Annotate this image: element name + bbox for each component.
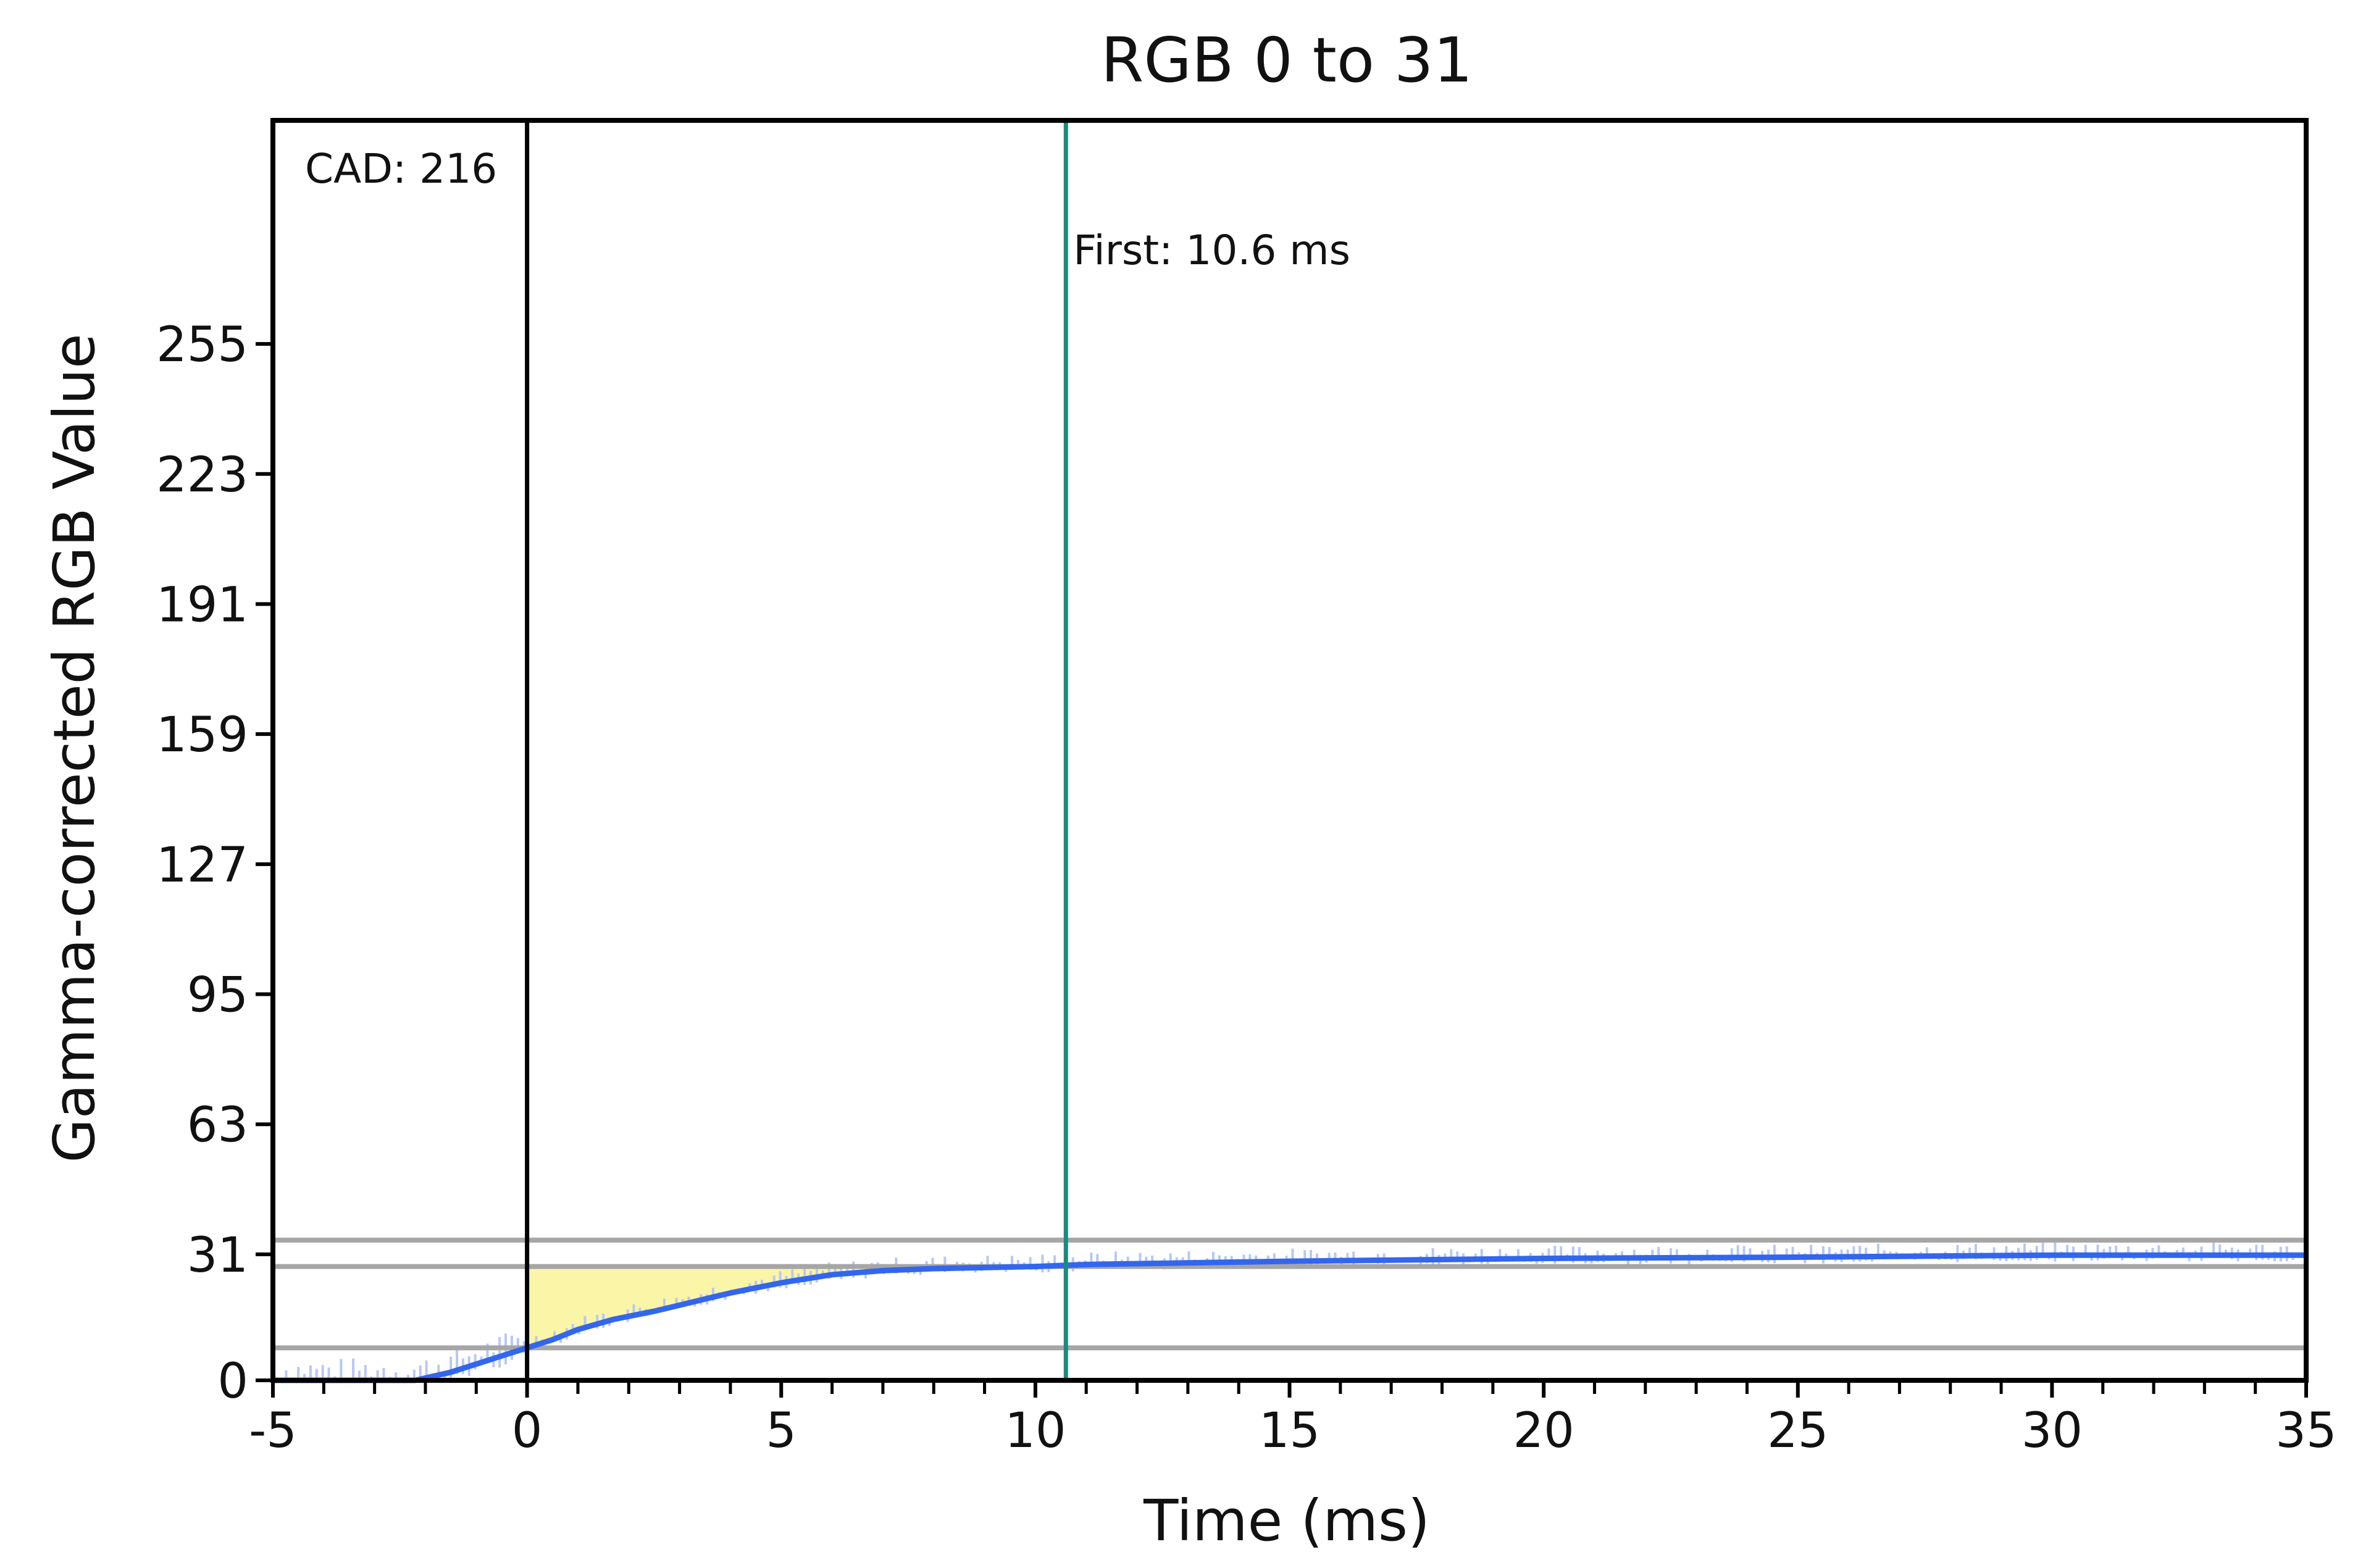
x-tick-label: 0 (512, 1403, 543, 1459)
cad-label: CAD: 216 (305, 145, 497, 193)
x-tick-label: 10 (1005, 1403, 1066, 1459)
y-tick-label: 223 (156, 448, 248, 503)
chart-title: RGB 0 to 31 (1101, 24, 1473, 96)
y-tick-label: 127 (156, 838, 248, 893)
series-line (273, 1252, 2306, 1383)
x-tick-label: 5 (766, 1403, 797, 1459)
y-axis-label: Gamma-corrected RGB Value (41, 333, 107, 1162)
x-axis: -5 0 5 10 15 20 25 30 35 (249, 1380, 2337, 1459)
y-tick-label: 191 (156, 577, 248, 633)
x-tick-label: 25 (1767, 1403, 1828, 1459)
y-tick-label: 255 (156, 317, 248, 373)
shaded-area (527, 1266, 843, 1348)
first-label: First: 10.6 ms (1073, 227, 1350, 274)
y-tick-label: 63 (187, 1098, 248, 1153)
x-axis-label: Time (ms) (1143, 1488, 1430, 1554)
plot-area: CAD: 216 First: 10.6 ms (272, 120, 2307, 1383)
y-tick-label: 0 (217, 1354, 248, 1409)
x-tick-label: 35 (2275, 1403, 2336, 1459)
plot-frame (270, 118, 2309, 1383)
y-axis: 0 31 63 95 127 159 191 223 255 (156, 317, 273, 1409)
y-tick-label: 31 (187, 1228, 248, 1283)
y-tick-label: 95 (187, 968, 248, 1024)
x-tick-label: 15 (1259, 1403, 1320, 1459)
y-tick-label: 159 (156, 707, 248, 763)
x-tick-label: 30 (2022, 1403, 2083, 1459)
x-tick-label: -5 (249, 1403, 297, 1459)
x-tick-label: 20 (1513, 1403, 1574, 1459)
